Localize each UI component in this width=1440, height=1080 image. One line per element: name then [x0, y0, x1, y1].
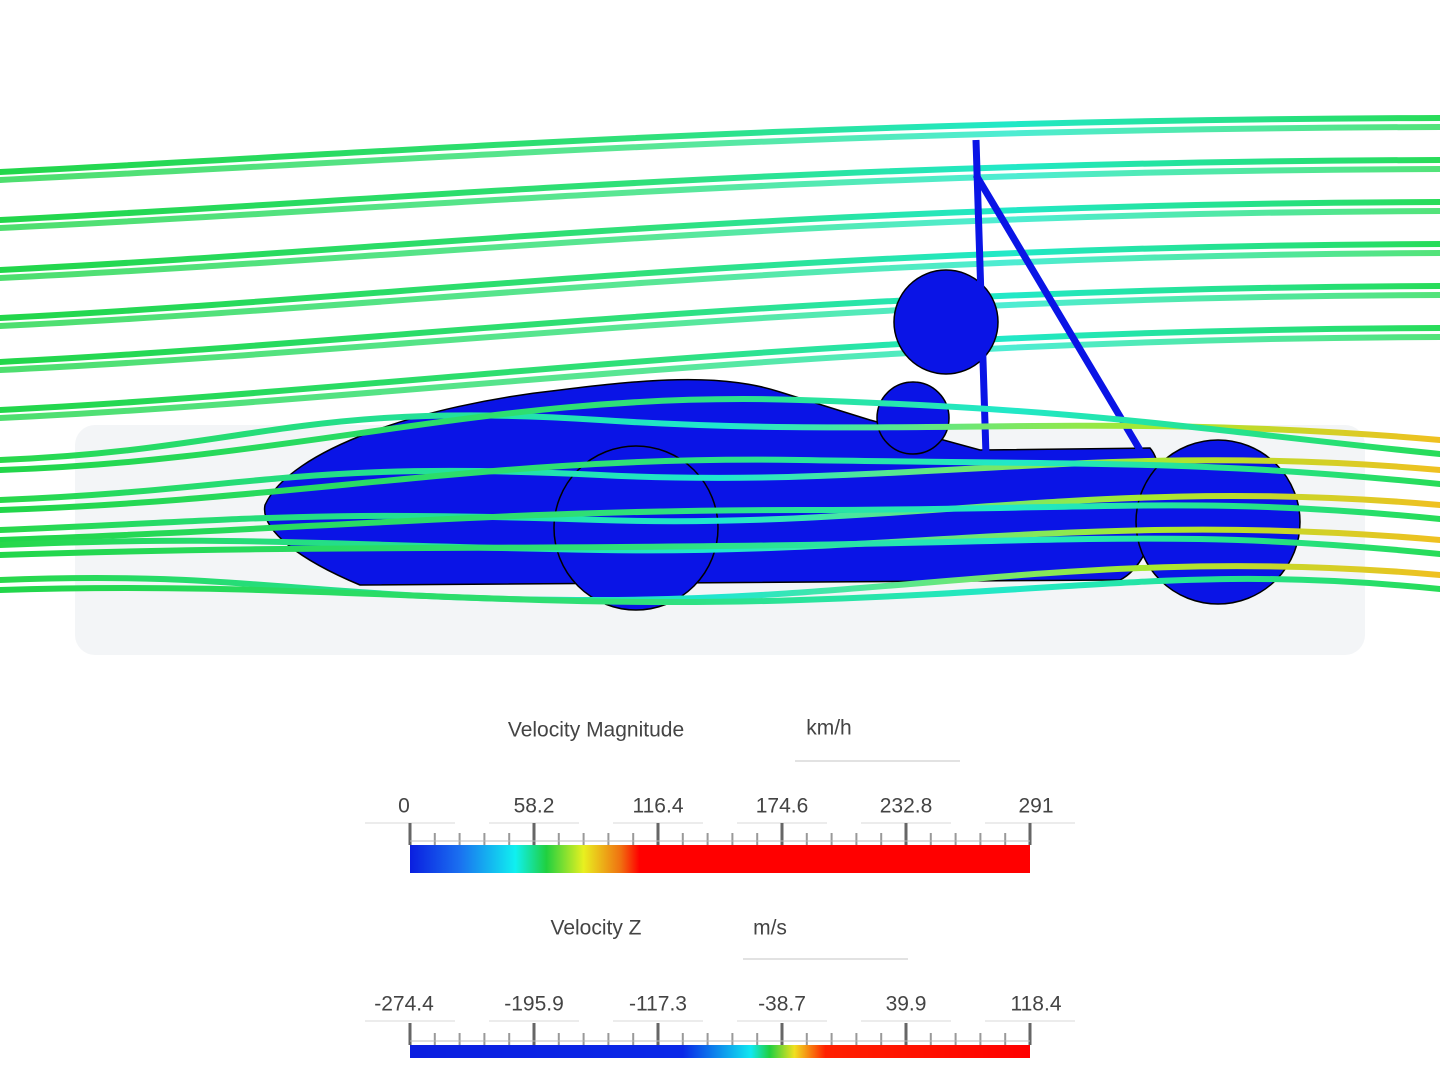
streamline — [0, 457, 1440, 503]
streamline — [0, 492, 1440, 533]
streamline — [0, 241, 1440, 321]
streamline — [0, 396, 1440, 473]
streamline — [0, 502, 1440, 543]
tick-label: 232.8 — [880, 795, 933, 818]
legend-unit: m/s — [753, 917, 787, 940]
car-model — [263, 139, 1301, 611]
legend-title: Velocity Z — [550, 917, 641, 940]
legend-magnitude: Velocity Magnitude km/h — [410, 717, 1030, 873]
streamline — [0, 526, 1440, 554]
tick-label: -274.4 — [374, 993, 434, 1016]
streamline — [0, 166, 1440, 231]
streamline — [0, 325, 1440, 413]
legend-unit: km/h — [806, 717, 852, 740]
streamline — [0, 292, 1440, 373]
tick-label: 118.4 — [1011, 993, 1062, 1016]
streamline — [0, 157, 1440, 223]
legend-title: Velocity Magnitude — [508, 719, 684, 742]
legend-velocity-z: Velocity Z m/s — [410, 917, 1030, 1058]
streamline — [0, 124, 1440, 183]
streamline — [0, 456, 1440, 513]
color-bar — [410, 1045, 1030, 1058]
tick-label: -38.7 — [758, 993, 806, 1016]
tick-label: 0 — [398, 795, 410, 818]
streamline — [0, 283, 1440, 365]
tick-label: -195.9 — [504, 993, 564, 1016]
streamline — [0, 208, 1440, 281]
tick-label: 39.9 — [886, 993, 927, 1016]
tick-label: 116.4 — [633, 795, 684, 818]
tick-label: 291 — [1018, 795, 1053, 818]
streamline — [0, 535, 1440, 558]
streamline — [0, 575, 1440, 606]
streamline — [0, 199, 1440, 273]
tick-label: 58.2 — [514, 795, 555, 818]
streamline — [0, 115, 1440, 175]
streamlines-front — [0, 396, 1440, 606]
tick-label: -117.3 — [629, 993, 687, 1016]
tick-label: 174.6 — [756, 795, 809, 818]
color-bar — [410, 845, 1030, 873]
streamline — [0, 334, 1440, 421]
streamlines — [0, 115, 1440, 421]
streamline — [0, 250, 1440, 329]
